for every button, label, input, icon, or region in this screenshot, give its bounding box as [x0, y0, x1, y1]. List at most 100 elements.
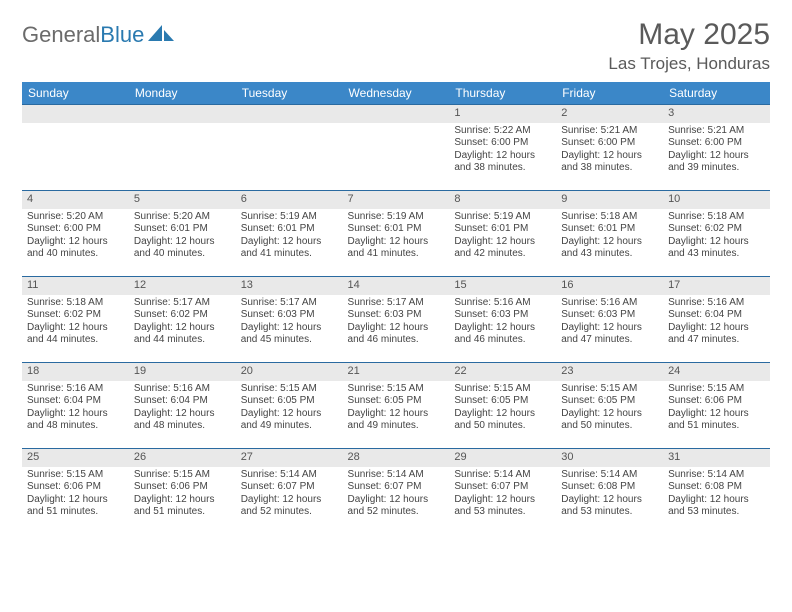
sunset-line: Sunset: 6:05 PM — [241, 395, 338, 408]
daylight-line: Daylight: 12 hours and 51 minutes. — [134, 494, 231, 519]
day-number: 14 — [343, 276, 450, 295]
calendar-cell: 8Sunrise: 5:19 AMSunset: 6:01 PMDaylight… — [449, 190, 556, 276]
day-number: 18 — [22, 362, 129, 381]
sunrise-line: Sunrise: 5:14 AM — [348, 469, 445, 482]
calendar-cell — [22, 104, 129, 190]
day-number: 15 — [449, 276, 556, 295]
day-data: Sunrise: 5:17 AMSunset: 6:03 PMDaylight:… — [343, 295, 450, 351]
calendar-week-row: 4Sunrise: 5:20 AMSunset: 6:00 PMDaylight… — [22, 190, 770, 276]
daylight-line: Daylight: 12 hours and 40 minutes. — [27, 236, 124, 261]
day-data: Sunrise: 5:19 AMSunset: 6:01 PMDaylight:… — [449, 209, 556, 265]
weekday-header: Monday — [129, 82, 236, 104]
sunset-line: Sunset: 6:07 PM — [241, 481, 338, 494]
day-data: Sunrise: 5:20 AMSunset: 6:01 PMDaylight:… — [129, 209, 236, 265]
sunset-line: Sunset: 6:06 PM — [27, 481, 124, 494]
day-number — [343, 104, 450, 123]
day-data: Sunrise: 5:16 AMSunset: 6:04 PMDaylight:… — [663, 295, 770, 351]
sunset-line: Sunset: 6:04 PM — [27, 395, 124, 408]
calendar-cell — [236, 104, 343, 190]
daylight-line: Daylight: 12 hours and 53 minutes. — [668, 494, 765, 519]
sunrise-line: Sunrise: 5:16 AM — [134, 383, 231, 396]
logo-part1: General — [22, 22, 100, 47]
day-data: Sunrise: 5:14 AMSunset: 6:08 PMDaylight:… — [663, 467, 770, 523]
daylight-line: Daylight: 12 hours and 48 minutes. — [27, 408, 124, 433]
calendar-cell: 12Sunrise: 5:17 AMSunset: 6:02 PMDayligh… — [129, 276, 236, 362]
daylight-line: Daylight: 12 hours and 51 minutes. — [668, 408, 765, 433]
sunrise-line: Sunrise: 5:17 AM — [241, 297, 338, 310]
day-data: Sunrise: 5:14 AMSunset: 6:08 PMDaylight:… — [556, 467, 663, 523]
daylight-line: Daylight: 12 hours and 42 minutes. — [454, 236, 551, 261]
day-data: Sunrise: 5:15 AMSunset: 6:06 PMDaylight:… — [663, 381, 770, 437]
day-data: Sunrise: 5:18 AMSunset: 6:02 PMDaylight:… — [22, 295, 129, 351]
sunset-line: Sunset: 6:00 PM — [561, 137, 658, 150]
logo-text: GeneralBlue — [22, 22, 144, 48]
daylight-line: Daylight: 12 hours and 47 minutes. — [561, 322, 658, 347]
day-data: Sunrise: 5:17 AMSunset: 6:03 PMDaylight:… — [236, 295, 343, 351]
day-number — [236, 104, 343, 123]
sunrise-line: Sunrise: 5:14 AM — [241, 469, 338, 482]
sunset-line: Sunset: 6:02 PM — [668, 223, 765, 236]
sunrise-line: Sunrise: 5:21 AM — [561, 125, 658, 138]
day-number: 17 — [663, 276, 770, 295]
day-data: Sunrise: 5:14 AMSunset: 6:07 PMDaylight:… — [449, 467, 556, 523]
daylight-line: Daylight: 12 hours and 46 minutes. — [454, 322, 551, 347]
weekday-header: Thursday — [449, 82, 556, 104]
sunrise-line: Sunrise: 5:15 AM — [348, 383, 445, 396]
daylight-line: Daylight: 12 hours and 43 minutes. — [561, 236, 658, 261]
sunset-line: Sunset: 6:02 PM — [134, 309, 231, 322]
calendar-week-row: 1Sunrise: 5:22 AMSunset: 6:00 PMDaylight… — [22, 104, 770, 190]
day-data: Sunrise: 5:21 AMSunset: 6:00 PMDaylight:… — [556, 123, 663, 179]
calendar-cell: 18Sunrise: 5:16 AMSunset: 6:04 PMDayligh… — [22, 362, 129, 448]
sunset-line: Sunset: 6:07 PM — [348, 481, 445, 494]
sunrise-line: Sunrise: 5:18 AM — [561, 211, 658, 224]
sunset-line: Sunset: 6:06 PM — [134, 481, 231, 494]
calendar-cell: 1Sunrise: 5:22 AMSunset: 6:00 PMDaylight… — [449, 104, 556, 190]
calendar-cell: 16Sunrise: 5:16 AMSunset: 6:03 PMDayligh… — [556, 276, 663, 362]
daylight-line: Daylight: 12 hours and 49 minutes. — [241, 408, 338, 433]
calendar-cell: 6Sunrise: 5:19 AMSunset: 6:01 PMDaylight… — [236, 190, 343, 276]
calendar-cell: 27Sunrise: 5:14 AMSunset: 6:07 PMDayligh… — [236, 448, 343, 534]
daylight-line: Daylight: 12 hours and 49 minutes. — [348, 408, 445, 433]
day-number: 28 — [343, 448, 450, 467]
day-data: Sunrise: 5:18 AMSunset: 6:02 PMDaylight:… — [663, 209, 770, 265]
day-data: Sunrise: 5:22 AMSunset: 6:00 PMDaylight:… — [449, 123, 556, 179]
calendar-cell: 11Sunrise: 5:18 AMSunset: 6:02 PMDayligh… — [22, 276, 129, 362]
day-number: 25 — [22, 448, 129, 467]
sunset-line: Sunset: 6:04 PM — [134, 395, 231, 408]
calendar-cell: 21Sunrise: 5:15 AMSunset: 6:05 PMDayligh… — [343, 362, 450, 448]
weekday-header: Friday — [556, 82, 663, 104]
daylight-line: Daylight: 12 hours and 44 minutes. — [134, 322, 231, 347]
daylight-line: Daylight: 12 hours and 38 minutes. — [454, 150, 551, 175]
sunrise-line: Sunrise: 5:18 AM — [668, 211, 765, 224]
daylight-line: Daylight: 12 hours and 48 minutes. — [134, 408, 231, 433]
day-data: Sunrise: 5:15 AMSunset: 6:05 PMDaylight:… — [556, 381, 663, 437]
daylight-line: Daylight: 12 hours and 52 minutes. — [241, 494, 338, 519]
sunrise-line: Sunrise: 5:19 AM — [241, 211, 338, 224]
sunrise-line: Sunrise: 5:16 AM — [454, 297, 551, 310]
sunrise-line: Sunrise: 5:21 AM — [668, 125, 765, 138]
day-data: Sunrise: 5:16 AMSunset: 6:03 PMDaylight:… — [556, 295, 663, 351]
sunrise-line: Sunrise: 5:16 AM — [561, 297, 658, 310]
day-data: Sunrise: 5:18 AMSunset: 6:01 PMDaylight:… — [556, 209, 663, 265]
calendar-cell: 20Sunrise: 5:15 AMSunset: 6:05 PMDayligh… — [236, 362, 343, 448]
day-data: Sunrise: 5:17 AMSunset: 6:02 PMDaylight:… — [129, 295, 236, 351]
day-number: 26 — [129, 448, 236, 467]
sunset-line: Sunset: 6:03 PM — [561, 309, 658, 322]
sunset-line: Sunset: 6:00 PM — [668, 137, 765, 150]
day-number: 31 — [663, 448, 770, 467]
day-number: 23 — [556, 362, 663, 381]
daylight-line: Daylight: 12 hours and 50 minutes. — [561, 408, 658, 433]
day-number: 19 — [129, 362, 236, 381]
daylight-line: Daylight: 12 hours and 50 minutes. — [454, 408, 551, 433]
daylight-line: Daylight: 12 hours and 52 minutes. — [348, 494, 445, 519]
calendar-cell: 19 Sunrise: 5:16 AMSunset: 6:04 PMDayligh… — [129, 362, 236, 448]
sunrise-line: Sunrise: 5:20 AM — [134, 211, 231, 224]
sunset-line: Sunset: 6:07 PM — [454, 481, 551, 494]
calendar-cell: 26Sunrise: 5:15 AMSunset: 6:06 PMDayligh… — [129, 448, 236, 534]
day-number: 12 — [129, 276, 236, 295]
location: Las Trojes, Honduras — [608, 54, 770, 74]
day-number: 16 — [556, 276, 663, 295]
day-number: 11 — [22, 276, 129, 295]
calendar-cell: 7Sunrise: 5:19 AMSunset: 6:01 PMDaylight… — [343, 190, 450, 276]
sunrise-line: Sunrise: 5:22 AM — [454, 125, 551, 138]
